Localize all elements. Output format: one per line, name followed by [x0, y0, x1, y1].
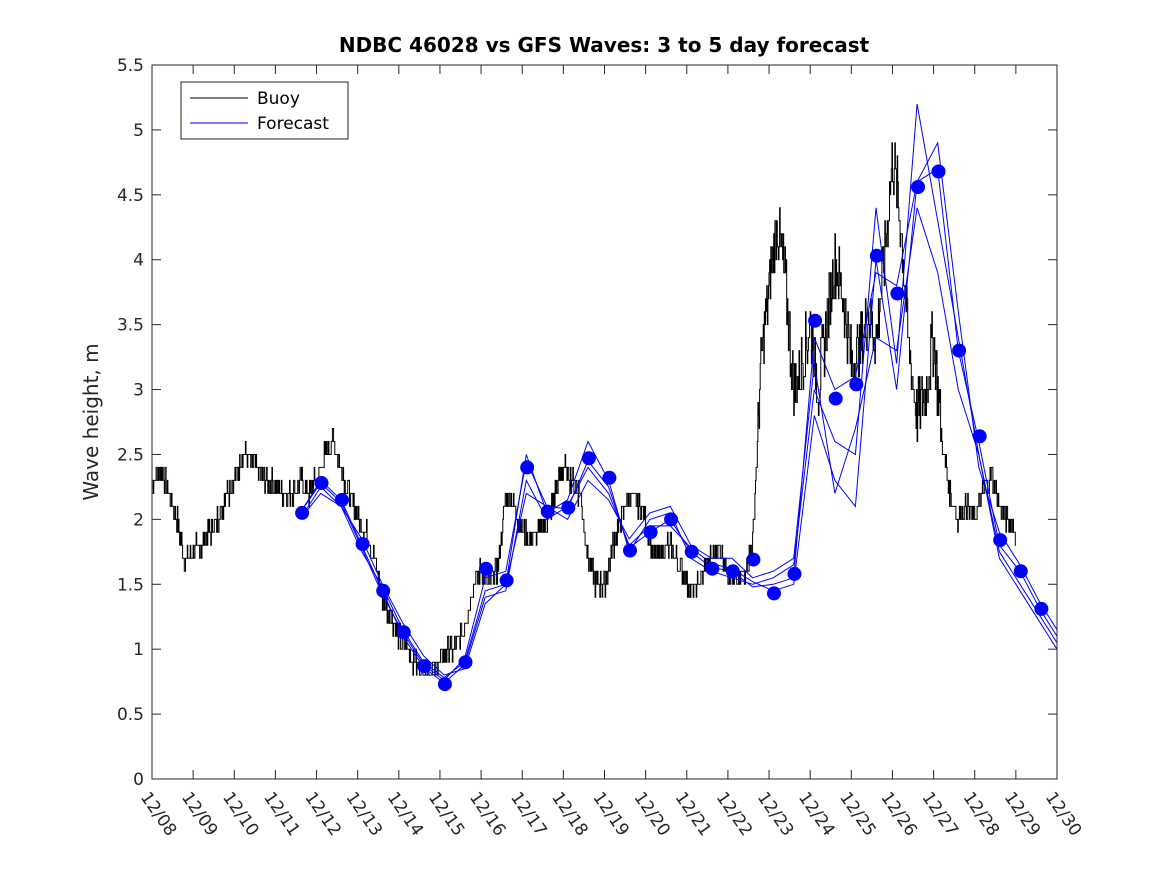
plot-frame: [151, 64, 1058, 780]
y-tick-label: 3: [133, 381, 144, 401]
forecast-marker: [746, 552, 761, 567]
forecast-marker: [684, 544, 699, 559]
legend-box: [180, 81, 349, 140]
forecast-marker: [890, 286, 905, 301]
forecast-marker: [396, 625, 411, 640]
forecast-marker: [335, 492, 349, 507]
forecast-marker: [911, 180, 925, 194]
y-tick-label: 2: [133, 510, 144, 530]
forecast-marker: [295, 505, 310, 520]
forecast-marker: [355, 537, 370, 551]
forecast-marker: [828, 391, 843, 406]
forecast-marker: [725, 564, 740, 579]
y-tick-labels: 0 0.5 1 1.5 2 2.5 3 3.5 4 4.5 5 5.5: [117, 56, 144, 790]
forecast-marker: [931, 164, 946, 179]
y-tick-label: 2.5: [117, 445, 144, 465]
forecast-marker: [643, 525, 658, 540]
y-tick-label: 5: [133, 121, 144, 141]
y-tick-label: 3.5: [117, 316, 144, 336]
forecast-marker: [437, 677, 452, 692]
plot-area: [152, 65, 1057, 779]
forecast-marker: [581, 451, 596, 466]
forecast-marker: [623, 543, 637, 558]
y-tick-label: 5.5: [117, 56, 144, 76]
y-tick-label: 1: [133, 640, 144, 660]
forecast-marker: [849, 377, 864, 392]
forecast-marker: [952, 343, 967, 358]
forecast-marker: [479, 561, 493, 576]
axis-ticks: [151, 64, 1058, 780]
y-tick-label: 4.5: [117, 186, 144, 206]
forecast-marker: [972, 429, 987, 444]
y-tick-label: 0: [133, 770, 144, 790]
buoy-series-line: [152, 142, 1016, 676]
forecast-series-line-4: [299, 207, 1058, 676]
legend-buoy-label: Buoy: [257, 89, 300, 109]
forecast-marker: [417, 659, 432, 674]
y-tick-label: 0.5: [117, 705, 144, 725]
forecast-marker: [602, 470, 617, 485]
forecast-marker: [499, 573, 514, 588]
chart-title: NDBC 46028 vs GFS Waves: 3 to 5 day fore…: [339, 33, 870, 57]
forecast-marker: [767, 586, 781, 601]
forecast-marker: [520, 460, 535, 475]
forecast-markers-layer: [295, 164, 1049, 692]
forecast-marker: [540, 504, 555, 519]
forecast-marker: [1034, 601, 1049, 616]
y-axis-label: Wave height, m: [79, 343, 103, 500]
forecast-marker: [808, 313, 823, 328]
forecast-marker: [664, 512, 679, 527]
forecast-marker: [561, 500, 576, 515]
forecast-marker: [787, 566, 802, 581]
forecast-marker: [314, 476, 329, 490]
forecast-marker: [869, 248, 884, 263]
legend: Buoy Forecast: [180, 81, 349, 140]
forecast-marker: [1013, 564, 1028, 579]
y-tick-label: 4: [133, 251, 144, 271]
forecast-marker: [705, 561, 720, 576]
forecast-marker: [458, 655, 473, 670]
legend-forecast-label: Forecast: [257, 114, 329, 134]
buoy-series-layer: [152, 142, 1016, 676]
forecast-marker: [993, 533, 1008, 548]
y-tick-label: 1.5: [117, 575, 144, 595]
forecast-marker: [376, 583, 391, 598]
